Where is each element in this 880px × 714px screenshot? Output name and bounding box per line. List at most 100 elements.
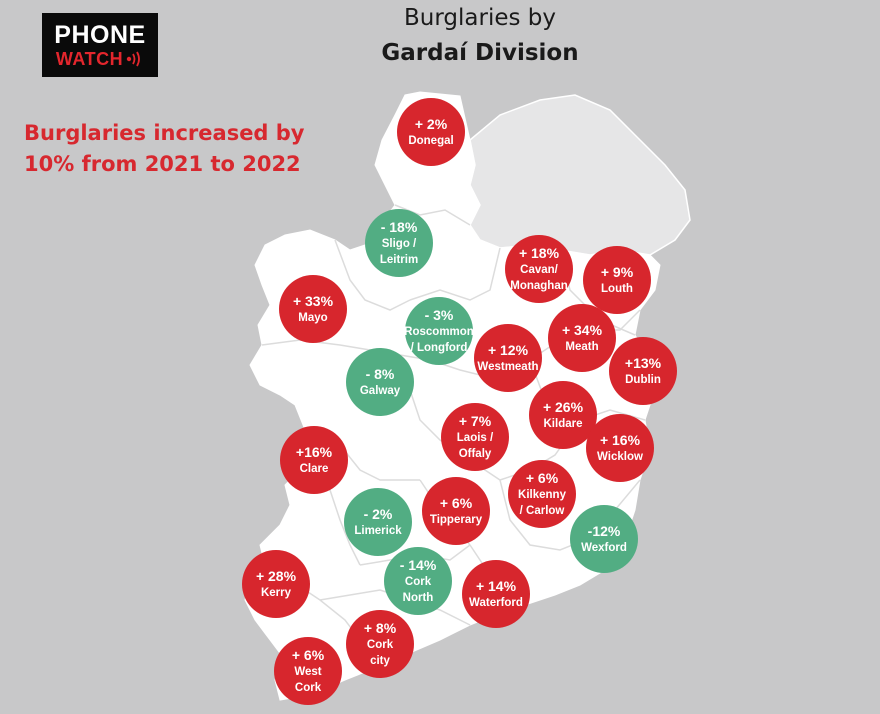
division-name: Cavan/Monaghan [510,262,568,294]
division-name-line: Louth [601,282,633,295]
division-change-value: - 8% [365,365,395,382]
division-change-value: + 33% [292,292,334,309]
division-name-line: Wexford [581,541,627,554]
division-bubble: + 12% Westmeath [474,324,542,392]
division-name-line: Tipperary [429,513,483,526]
division-name: Dublin [625,372,661,388]
phonewatch-logo: PHONE WATCH [42,13,158,77]
division-change-value: - 2% [363,505,393,522]
division-name: Meath [565,339,598,355]
division-bubble: +13% Dublin [609,337,677,405]
division-change-value: + 6% [291,646,325,663]
division-bubble: + 14% Waterford [462,560,530,628]
division-name-line: Donegal [408,134,454,147]
division-name: Wexford [581,540,627,556]
summary-text: Burglaries increased by 10% from 2021 to… [24,118,305,180]
division-name-line: Monaghan [510,279,568,292]
division-bubble: + 2% Donegal [397,98,465,166]
division-name-line: Sligo / [381,237,417,250]
division-bubble: - 2% Limerick [344,488,412,556]
division-name-line: West [294,665,322,678]
division-change-value: + 7% [458,412,492,429]
division-bubble: +16% Clare [280,426,348,494]
division-change-value: + 2% [414,115,448,132]
division-name-line: North [402,591,434,604]
division-name: Roscommon / Longford [404,324,474,356]
division-bubble: + 26% Kildare [529,381,597,449]
division-change-value: + 9% [600,263,634,280]
division-name: Tipperary [430,512,482,528]
division-change-value: +13% [624,354,662,371]
division-change-value: + 16% [599,431,641,448]
division-name-line: Kildare [543,417,583,430]
division-name: Wicklow [597,449,643,465]
division-bubble: - 18% Sligo / Leitrim [365,209,433,277]
division-bubble: - 8% Galway [346,348,414,416]
logo-text-phone: PHONE [54,20,146,49]
division-name-line: Wicklow [597,450,643,463]
division-bubble: + 9% Louth [583,246,651,314]
division-name-line: Galway [359,384,401,397]
division-name-line: Mayo [298,311,328,324]
summary-line2: 10% from 2021 to 2022 [24,152,301,176]
division-name: Louth [601,281,633,297]
division-bubble: + 7% Laois / Offaly [441,403,509,471]
division-name-line: Cavan/ [520,263,558,276]
division-name: Kerry [261,585,291,601]
division-change-value: +16% [295,443,333,460]
division-name: Cork North [403,574,434,606]
division-name: Cork city [367,637,393,669]
division-bubble: + 34% Meath [548,304,616,372]
division-name: Limerick [354,523,401,539]
division-name-line: Meath [565,340,599,353]
division-name-line: Waterford [469,596,523,609]
division-name-line: Dublin [625,373,661,386]
division-change-value: + 34% [561,321,603,338]
division-name: Sligo / Leitrim [380,236,418,268]
map-title-line1: Burglaries by [404,5,556,31]
division-change-value: + 6% [439,494,473,511]
division-name-line: Roscommon [404,325,474,338]
northern-ireland-region [469,94,691,256]
map-title-line2: Gardaí Division [381,40,579,66]
division-name-line: Cork [404,575,432,588]
division-change-value: + 8% [363,619,397,636]
division-name-line: Offaly [458,447,492,460]
division-change-value: - 14% [399,556,437,573]
division-name-line: Cork [294,681,322,694]
division-bubble: + 6% West Cork [274,637,342,705]
division-name-line: Laois / [456,431,494,444]
summary-line1: Burglaries increased by [24,121,305,145]
division-name-line: city [370,654,390,667]
division-name: Mayo [298,310,327,326]
division-name-line: Kerry [260,586,292,599]
division-name-line: Clare [299,462,329,475]
division-bubble: -12% Wexford [570,505,638,573]
division-name: West Cork [294,664,321,696]
division-name: Kilkenny / Carlow [518,487,566,519]
division-change-value: - 3% [424,306,454,323]
division-name-line: Limerick [354,524,402,537]
division-bubble: + 16% Wicklow [586,414,654,482]
division-name: Donegal [408,133,453,149]
division-name: Westmeath [477,359,538,375]
division-change-value: + 18% [518,244,560,261]
signal-waves-icon [126,51,140,66]
division-change-value: + 6% [525,469,559,486]
division-name: Waterford [469,595,523,611]
division-name: Galway [360,383,400,399]
division-change-value: + 28% [255,567,297,584]
division-change-value: + 26% [542,398,584,415]
division-change-value: - 18% [380,218,418,235]
division-name: Kildare [544,416,583,432]
division-name-line: / Carlow [519,504,565,517]
division-bubble: + 33% Mayo [279,275,347,343]
division-bubble: + 18% Cavan/Monaghan [505,235,573,303]
division-name-line: Leitrim [379,253,419,266]
division-bubble: + 6% Kilkenny / Carlow [508,460,576,528]
division-bubble: + 6% Tipperary [422,477,490,545]
division-name-line: Westmeath [477,360,539,373]
division-change-value: + 14% [475,577,517,594]
logo-text-watch: WATCH [55,48,124,69]
division-bubble: + 28% Kerry [242,550,310,618]
